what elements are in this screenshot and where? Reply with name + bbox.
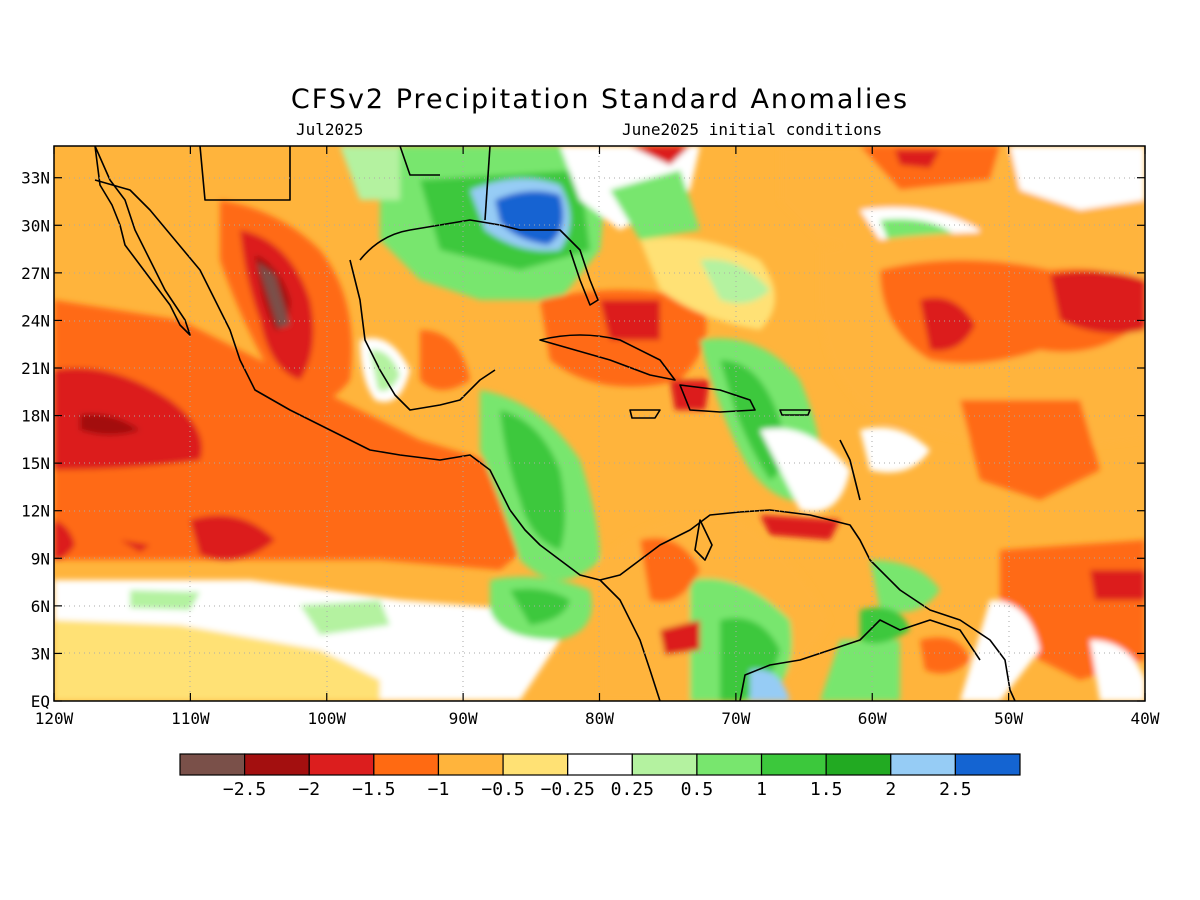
color-bar: −2.5 −2 −1.5 −1 −0.5 −0.25 0.25 0.5 1 1.5 2 2.5 xyxy=(179,753,1021,800)
lon-tick-label: 110W xyxy=(171,709,210,728)
lat-tick-label: 33N xyxy=(21,169,50,188)
valid-month: Jul2025 xyxy=(296,120,364,139)
lon-tick-label: 70W xyxy=(721,709,750,728)
color-bar-swatch xyxy=(179,753,246,776)
lat-tick-label: 6N xyxy=(31,597,50,616)
color-bar-label: −1.5 xyxy=(352,779,395,800)
lon-tick-label: 50W xyxy=(994,709,1023,728)
lat-tick-label: 18N xyxy=(21,407,50,426)
color-bar-label: 1 xyxy=(756,779,767,800)
color-bar-swatch xyxy=(567,753,633,776)
color-bar-swatch xyxy=(954,753,1021,776)
color-bar-label: −0.5 xyxy=(481,779,524,800)
color-bar-swatch xyxy=(825,753,892,776)
color-bar-swatch xyxy=(890,753,956,776)
longitude-axis: 120W 110W 100W 90W 80W 70W 60W 50W 40W xyxy=(35,146,1160,728)
map-title: CFSv2 Precipitation Standard Anomalies xyxy=(290,84,910,115)
color-bar-label: −2 xyxy=(298,779,320,800)
lat-tick-label: 9N xyxy=(31,549,50,568)
initial-conditions-label: June2025 initial conditions xyxy=(622,120,883,139)
color-bar-swatch xyxy=(631,753,698,776)
color-bar-label: −0.25 xyxy=(541,779,595,800)
color-bar-swatch xyxy=(308,753,375,776)
color-bar-swatch xyxy=(373,753,440,776)
latitude-axis: EQ 3N 6N 9N 12N 15N 18N 21N 24N 27N 30N 33N xyxy=(21,169,1145,711)
lat-tick-label: 15N xyxy=(21,454,50,473)
color-bar-swatch xyxy=(760,753,827,776)
color-bar-swatch xyxy=(437,753,504,776)
gridlines xyxy=(54,146,1145,701)
lon-tick-label: 40W xyxy=(1131,709,1160,728)
lon-tick-label: 80W xyxy=(585,709,614,728)
lon-tick-label: 60W xyxy=(858,709,887,728)
color-bar-label: −1 xyxy=(428,779,450,800)
lat-tick-label: 27N xyxy=(21,264,50,283)
color-bar-swatch xyxy=(696,753,763,776)
lat-tick-label: EQ xyxy=(31,692,50,711)
lat-tick-label: 12N xyxy=(21,502,50,521)
color-bar-label: −2.5 xyxy=(223,779,266,800)
lon-tick-label: 90W xyxy=(449,709,478,728)
color-bar-swatch xyxy=(502,753,569,776)
color-bar-label: 2 xyxy=(885,779,896,800)
color-bar-label: 2.5 xyxy=(939,779,972,800)
lon-tick-label: 120W xyxy=(35,709,74,728)
anomaly-field xyxy=(54,146,1145,701)
color-bar-swatch xyxy=(244,753,310,776)
coastlines xyxy=(94,146,1016,701)
lat-tick-label: 21N xyxy=(21,359,50,378)
color-bar-label: 0.25 xyxy=(611,779,654,800)
color-bar-label: 1.5 xyxy=(810,779,843,800)
lon-tick-label: 100W xyxy=(307,709,346,728)
color-bar-label: 0.5 xyxy=(681,779,714,800)
lat-tick-label: 24N xyxy=(21,311,50,330)
lat-tick-label: 30N xyxy=(21,216,50,235)
lat-tick-label: 3N xyxy=(31,644,50,663)
